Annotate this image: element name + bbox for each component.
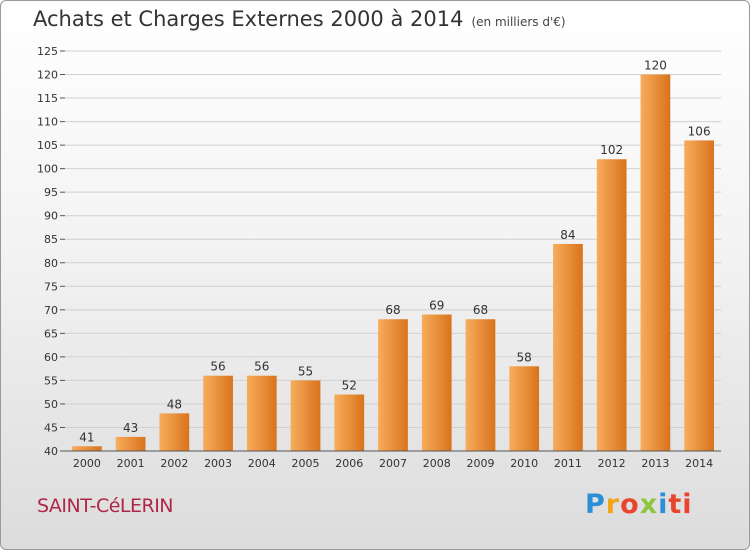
bar-2014 [684,140,715,452]
y-tick-label: 75 [44,280,58,293]
bar-2007 [378,319,408,451]
y-tick-label: 60 [44,351,58,364]
x-tick-label: 2006 [335,457,363,470]
y-tick-label: 100 [37,163,58,176]
x-tick-label: 2011 [554,457,582,470]
commune-name: SAINT-CéLERIN [37,495,174,517]
bar-value-label: 55 [298,364,313,378]
x-tick-label: 2002 [160,457,188,470]
bar-2009 [465,319,496,451]
y-tick-label: 85 [44,233,58,246]
bar-value-label: 120 [644,59,667,73]
bars: 41 43 48 56 56 55 52 68 69 68 58 84 102 120 106 [71,59,715,452]
y-tick-label: 40 [44,445,58,458]
bar-2000 [71,446,102,451]
chart-subtitle: (en milliers d'€) [471,15,566,29]
y-tick-label: 70 [44,304,58,317]
bar-value-label: 43 [123,421,138,435]
y-tick-label: 55 [44,374,58,387]
y-tick-label: 65 [44,327,58,340]
x-tick-label: 2013 [641,457,669,470]
bar-2005 [290,380,321,451]
y-tick-label: 50 [44,398,58,411]
x-tick-label: 2009 [466,457,494,470]
bar-value-label: 106 [688,124,711,138]
bar-value-label: 52 [342,379,357,393]
x-tick-label: 2005 [292,457,320,470]
x-axis-ticks: 2000 2001 2002 2003 2004 2005 2006 2007 2008 2009… [73,457,713,470]
x-tick-label: 2012 [598,457,626,470]
chart-title: Achats et Charges Externes 2000 à 2014 (e… [33,7,566,31]
x-tick-label: 2003 [204,457,232,470]
bar-value-label: 68 [385,303,400,317]
x-tick-label: 2010 [510,457,538,470]
x-tick-label: 2007 [379,457,407,470]
bar-2011 [553,243,583,451]
x-tick-label: 2004 [248,457,276,470]
y-tick-label: 80 [44,257,58,270]
bar-value-label: 58 [517,350,532,364]
bar-value-label: 56 [254,360,269,374]
y-tick-label: 95 [44,186,58,199]
y-tick-label: 120 [37,69,58,82]
x-tick-label: 2000 [73,457,101,470]
bar-value-label: 41 [79,430,94,444]
bar-value-label: 102 [600,143,623,157]
bar-2008 [421,314,452,451]
bar-value-label: 69 [429,299,444,313]
y-tick-label: 105 [37,139,58,152]
title-text: Achats et Charges Externes 2000 à 2014 [33,7,464,31]
bar-2010 [509,366,540,451]
bar-2003 [203,375,233,451]
y-tick-label: 115 [37,92,58,105]
bar-value-label: 68 [473,303,488,317]
bar-value-label: 48 [167,397,182,411]
bar-2013 [640,74,671,451]
y-axis-ticks: 40 45 50 55 60 65 70 75 80 85 90 95 100 105 110 115 120 1… [37,45,65,458]
bar-value-label: 56 [210,360,225,374]
bar-2002 [159,413,190,451]
x-tick-label: 2014 [685,457,713,470]
y-tick-label: 45 [44,421,58,434]
bar-value-label: 84 [560,228,575,242]
x-tick-label: 2001 [117,457,145,470]
bar-2004 [246,375,277,451]
y-tick-label: 90 [44,210,58,223]
bar-2001 [115,436,146,451]
bar-2012 [596,159,627,451]
proxiti-logo: Proxiti [585,489,693,520]
y-tick-label: 110 [37,116,58,129]
y-tick-label: 125 [37,45,58,58]
x-tick-label: 2008 [423,457,451,470]
bar-2006 [334,394,365,451]
